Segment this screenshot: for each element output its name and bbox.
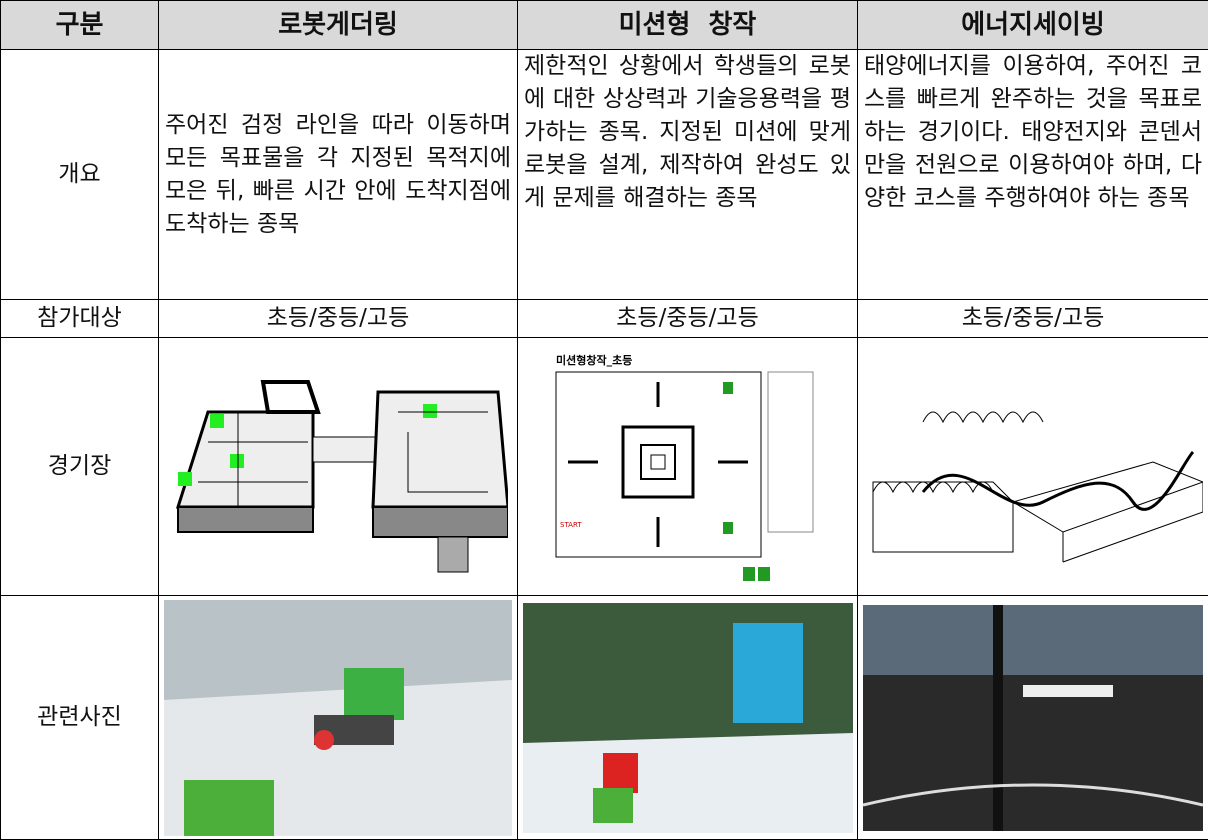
header-cell: 에너지세이빙 [857,0,1208,50]
header-cell: 미션형 창작 [517,0,858,50]
header-cell: 구분 [0,0,159,50]
cell [857,595,1208,840]
row: 참가대상 초등/중등/고등 초등/중등/고등 초등/중등/고등 [0,299,1208,338]
row: 관련사진 [0,595,1208,840]
cell [158,595,518,840]
cell: 초등/중등/고등 [158,299,518,338]
mission-field-diagram: 미션형창작_초등 START [555,353,813,581]
mission-photo [522,602,853,833]
row: 개요 주어진 검정 라인을 따라 이동하며 모든 목표물을 각 지정된 목적지에… [0,49,1208,300]
row-label: 경기장 [0,337,159,596]
gathering-field-diagram [175,379,508,572]
map-title: 미션형창작_초등 [556,353,632,367]
row-label: 개요 [0,49,159,300]
row-label: 참가대상 [0,299,159,338]
energy-photo [863,604,1203,831]
row: 경기장 미션형창작_초등 [0,337,1208,596]
gathering-photo [164,599,512,836]
energy-field-diagram [872,411,1203,562]
cell: 제한적인 상황에서 학생들의 로봇에 대한 상상력과 기술응용력을 평가하는 종… [517,49,858,300]
cell: 초등/중등/고등 [517,299,858,338]
cell: 주어진 검정 라인을 따라 이동하며 모든 목표물을 각 지정된 목적지에 모은… [158,49,518,300]
start-label: START [560,521,582,529]
cell [158,337,518,596]
cell [857,337,1208,596]
cell: 태양에너지를 이용하여, 주어진 코스를 빠르게 완주하는 것을 목표로 하는 … [857,49,1208,300]
cell [517,595,858,840]
cell: 미션형창작_초등 START [517,337,858,596]
row-label: 관련사진 [0,595,159,840]
header-row: 구분 로봇게더링 미션형 창작 에너지세이빙 [0,0,1208,50]
cell: 초등/중등/고등 [857,299,1208,338]
header-cell: 로봇게더링 [158,0,518,50]
